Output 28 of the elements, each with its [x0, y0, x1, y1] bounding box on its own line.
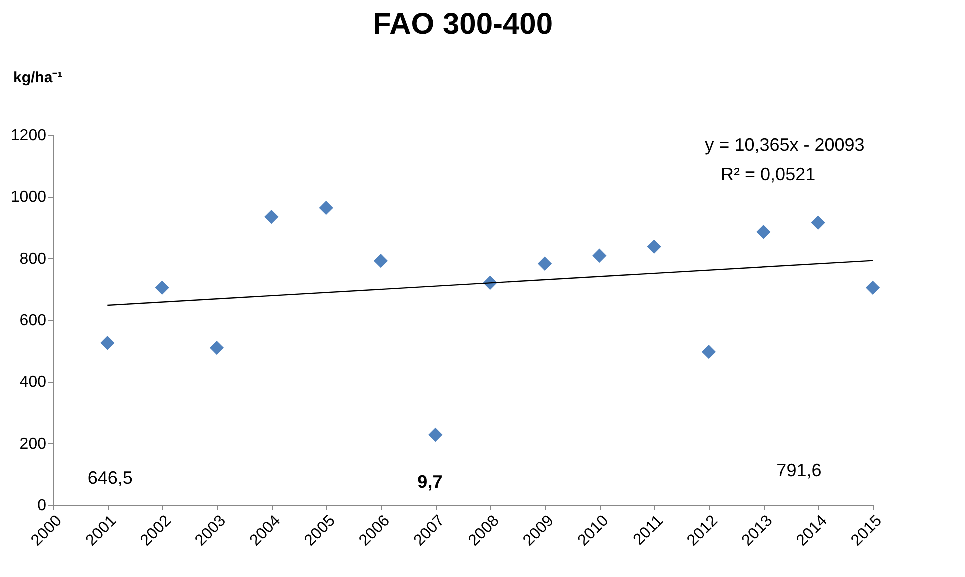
point — [374, 254, 388, 268]
point — [319, 201, 334, 216]
point — [264, 210, 279, 224]
y-tick-label: 0 — [38, 498, 47, 514]
point — [756, 225, 771, 240]
point — [100, 336, 115, 350]
point — [538, 256, 552, 271]
point — [155, 280, 170, 296]
point — [811, 216, 826, 230]
y-tick-label: 1200 — [10, 128, 47, 144]
annotation: 791,6 — [776, 460, 822, 481]
y-axis-title: kg/ha⁻¹ — [14, 70, 63, 86]
annotation: 9,7 — [418, 472, 443, 492]
point — [866, 280, 880, 296]
y-tick-label: 1000 — [10, 189, 47, 206]
point — [210, 340, 224, 356]
annotation: y = 10,365x - 20093 — [705, 135, 865, 156]
annotation: 646,5 — [88, 468, 133, 488]
y-tick-label: 200 — [20, 436, 47, 453]
y-tick-label: 800 — [20, 250, 47, 268]
annotation: R² = 0,0521 — [721, 164, 816, 185]
chart-title: FAO 300-400 — [372, 8, 554, 41]
point — [592, 248, 607, 263]
point — [428, 428, 443, 442]
point — [702, 344, 716, 360]
y-tick-label: 600 — [20, 312, 47, 330]
point — [647, 240, 662, 254]
y-tick-label: 400 — [20, 374, 47, 392]
